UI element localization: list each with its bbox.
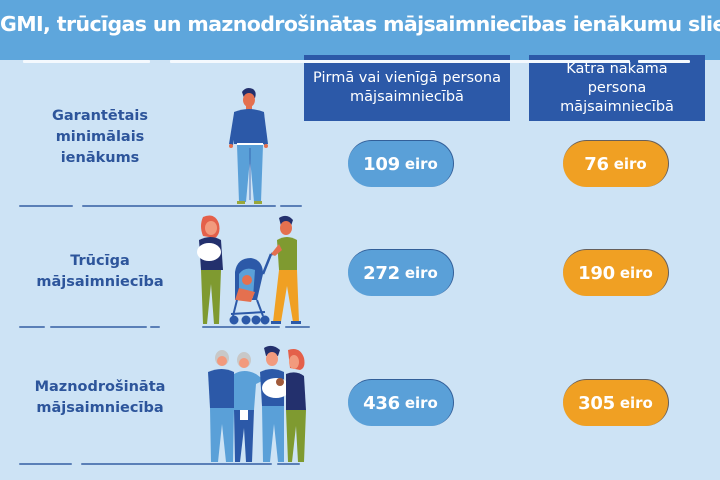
- amount-unit: eiro: [619, 394, 653, 412]
- page-title: GMI, trūcīgas un maznodrošinātas mājsaim…: [0, 12, 720, 36]
- divider-line: [285, 326, 310, 328]
- divider-line: [81, 463, 272, 465]
- row-label-gmi: Garantētais minimālais ienākums: [20, 106, 180, 169]
- amount-unit: eiro: [619, 264, 653, 282]
- amount-unit: eiro: [404, 155, 438, 173]
- amount-value: 272: [363, 262, 400, 284]
- amount-value: 109: [363, 153, 400, 175]
- divider-line: [82, 205, 276, 207]
- divider-line: [638, 60, 690, 63]
- column-header-line: Katra nākamā persona: [566, 60, 668, 96]
- single-person-icon: [229, 88, 268, 204]
- amount-value: 305: [578, 392, 615, 414]
- row-label-line: mājsaimniecība: [36, 274, 164, 290]
- header-band: [0, 0, 720, 60]
- pill-gmi-first-person: 109 eiro: [348, 140, 454, 187]
- amount-unit: eiro: [404, 264, 438, 282]
- row-label-line: Maznodrošināta: [34, 379, 166, 395]
- amount-value: 190: [578, 262, 615, 284]
- column-header-line: mājsaimniecībā: [560, 98, 674, 115]
- column-header-next-person: Katra nākamā persona mājsaimniecībā: [529, 55, 705, 121]
- divider-line: [170, 60, 630, 63]
- row-label-line: ienākums: [60, 150, 140, 166]
- column-header-line: mājsaimniecībā: [350, 89, 464, 105]
- amount-unit: eiro: [613, 155, 647, 173]
- pill-low-income-next-person: 305 eiro: [563, 379, 669, 426]
- divider-line: [23, 60, 150, 63]
- family-with-stroller-icon: [197, 215, 301, 325]
- row-label-line: minimālais: [55, 129, 145, 145]
- row-label-poor-household: Trūcīga mājsaimniecība: [20, 251, 180, 293]
- divider-line: [202, 326, 280, 328]
- divider-line: [19, 326, 45, 328]
- pill-poor-next-person: 190 eiro: [563, 249, 669, 296]
- row-label-line: Garantētais: [51, 108, 149, 124]
- divider-line: [277, 463, 300, 465]
- pill-gmi-next-person: 76 eiro: [563, 140, 669, 187]
- amount-unit: eiro: [404, 394, 438, 412]
- multigenerational-family-icon: [208, 345, 306, 462]
- divider-line: [19, 463, 72, 465]
- amount-value: 76: [584, 153, 609, 175]
- column-header-first-person: Pirmā vai vienīgā persona mājsaimniecībā: [304, 55, 510, 121]
- column-header-line: Pirmā vai vienīgā persona: [313, 70, 501, 86]
- row-label-line: mājsaimniecība: [36, 400, 164, 416]
- pill-poor-first-person: 272 eiro: [348, 249, 454, 296]
- row-label-low-income-household: Maznodrošināta mājsaimniecība: [20, 377, 180, 419]
- divider-line: [19, 205, 73, 207]
- pill-low-income-first-person: 436 eiro: [348, 379, 454, 426]
- divider-line: [150, 326, 160, 328]
- row-label-line: Trūcīga: [70, 253, 130, 269]
- divider-line: [50, 326, 147, 328]
- amount-value: 436: [363, 392, 400, 414]
- divider-line: [280, 205, 302, 207]
